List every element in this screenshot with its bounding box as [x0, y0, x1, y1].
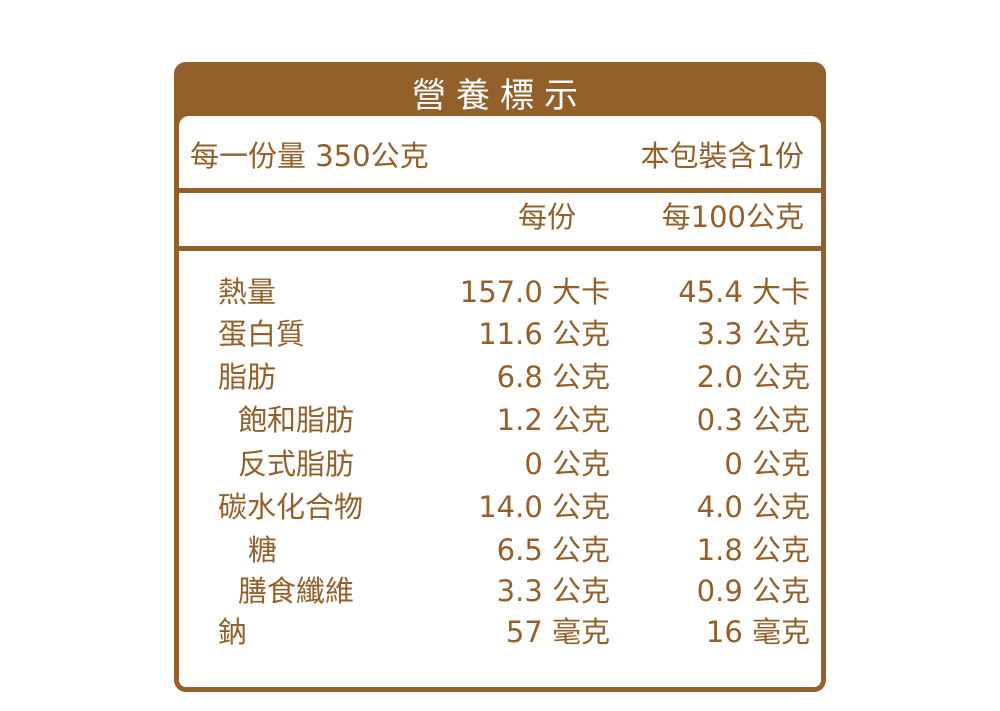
nutrient-name: 熱量 — [218, 275, 277, 309]
nutrient-per-100g: 2.0 公克 — [696, 360, 810, 394]
nutrient-name: 蛋白質 — [218, 317, 306, 351]
column-header-per-serving: 每份 — [517, 200, 576, 234]
nutrient-per-100g: 0.9 公克 — [696, 574, 810, 608]
nutrient-per-serving: 3.3 公克 — [496, 574, 610, 608]
nutrient-name: 飽和脂肪 — [238, 403, 355, 437]
nutrient-per-100g: 3.3 公克 — [696, 317, 810, 351]
label-header — [174, 62, 826, 126]
nutrient-per-100g: 0.3 公克 — [696, 403, 810, 437]
divider — [174, 246, 826, 251]
divider — [174, 188, 826, 193]
nutrient-name: 鈉 — [218, 615, 248, 649]
nutrient-per-100g: 16 毫克 — [705, 615, 810, 649]
nutrient-per-100g: 0 公克 — [724, 447, 810, 481]
nutrient-name: 糖 — [248, 533, 278, 567]
nutrient-name: 膳食纖維 — [238, 574, 355, 608]
header-curve — [179, 116, 821, 128]
column-header-per-100g: 每100公克 — [661, 200, 804, 234]
nutrient-per-serving: 11.6 公克 — [478, 317, 610, 351]
nutrient-per-serving: 1.2 公克 — [496, 403, 610, 437]
nutrient-per-serving: 0 公克 — [524, 447, 610, 481]
nutrient-per-serving: 6.5 公克 — [496, 533, 610, 567]
nutrient-name: 脂肪 — [218, 360, 277, 394]
nutrient-per-serving: 14.0 公克 — [478, 490, 610, 524]
nutrient-per-100g: 4.0 公克 — [696, 490, 810, 524]
nutrient-per-serving: 57 毫克 — [505, 615, 610, 649]
serving-size: 每一份量 350公克 — [190, 139, 429, 173]
nutrient-per-serving: 6.8 公克 — [496, 360, 610, 394]
nutrient-name: 碳水化合物 — [218, 490, 364, 524]
nutrient-per-100g: 1.8 公克 — [696, 533, 810, 567]
servings-per-package: 本包裝含1份 — [640, 139, 804, 173]
label-title: 營養標示 — [412, 76, 588, 116]
nutrient-per-100g: 45.4 大卡 — [678, 275, 810, 309]
nutrient-name: 反式脂肪 — [238, 447, 355, 481]
nutrient-per-serving: 157.0 大卡 — [459, 275, 610, 309]
